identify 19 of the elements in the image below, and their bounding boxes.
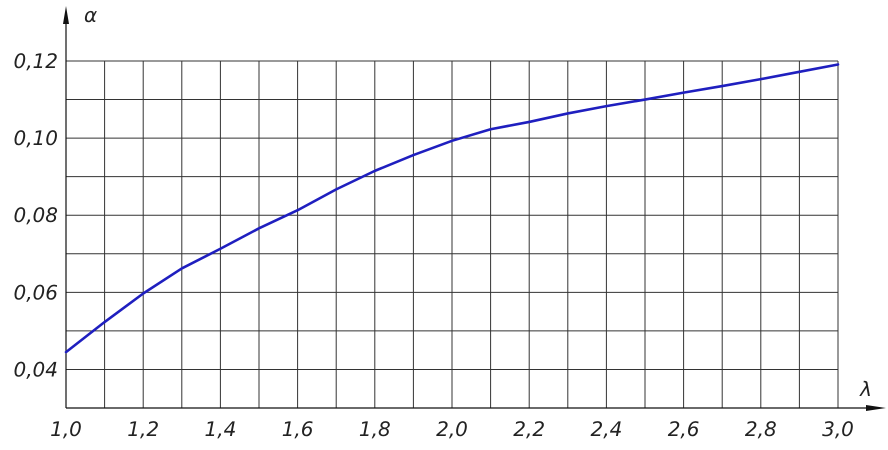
x-tick-label: 1,0 — [50, 417, 82, 441]
x-tick-label: 2,4 — [590, 417, 622, 441]
line-series — [64, 63, 840, 354]
x-tick-label: 1,4 — [204, 417, 236, 441]
y-tick-label: 0,12 — [13, 49, 58, 73]
y-tick-label: 0,10 — [13, 126, 58, 150]
x-tick-label: 2,0 — [436, 417, 468, 441]
x-tick-label: 1,8 — [358, 417, 391, 441]
x-tick-label: 2,6 — [668, 417, 700, 441]
x-tick-label: 1,6 — [282, 417, 314, 441]
y-axis-title: α — [84, 3, 98, 27]
x-tick-label: 1,2 — [127, 417, 160, 441]
x-axis-title: λ — [859, 377, 872, 401]
x-tick-label: 2,2 — [513, 417, 546, 441]
y-tick-label: 0,08 — [13, 203, 58, 228]
x-tick-label: 3,0 — [822, 417, 854, 441]
y-tick-label: 0,06 — [13, 280, 58, 304]
y-tick-label: 0,04 — [13, 357, 58, 382]
x-tick-label: 2,8 — [744, 417, 777, 441]
